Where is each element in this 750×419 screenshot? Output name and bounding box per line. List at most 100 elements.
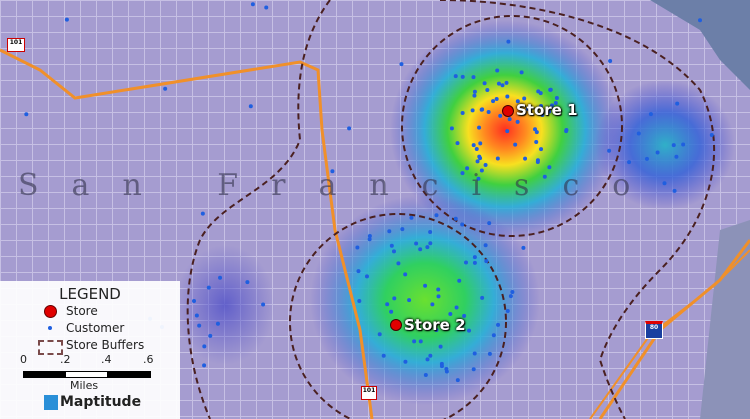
customer-point <box>672 188 677 193</box>
customer-point <box>245 280 250 285</box>
customer-point <box>487 221 492 226</box>
customer-point <box>471 367 476 372</box>
customer-point <box>521 245 526 250</box>
customer-point <box>472 351 477 356</box>
customer-point <box>472 93 477 98</box>
customer-point <box>367 233 372 238</box>
customer-point <box>508 294 513 299</box>
customer-point <box>428 353 433 358</box>
store1-buffer <box>401 15 623 237</box>
customer-point <box>535 158 540 163</box>
customer-point <box>418 247 423 252</box>
customer-point <box>498 113 503 118</box>
customer-point <box>472 260 477 265</box>
customer-point <box>483 163 488 168</box>
customer-point <box>472 255 477 260</box>
customer-point <box>474 147 479 152</box>
customer-point <box>697 18 702 23</box>
customer-point <box>455 378 460 383</box>
customer-point <box>194 313 199 318</box>
customer-point <box>539 147 544 152</box>
store2-marker[interactable] <box>390 319 402 331</box>
customer-point <box>399 62 404 67</box>
customer-point <box>389 309 394 314</box>
store1-label: Store 1 <box>516 101 578 119</box>
customer-point <box>439 364 444 369</box>
customer-point <box>389 243 394 248</box>
store2-buffer <box>289 213 507 419</box>
customer-point <box>392 296 397 301</box>
legend-store-buffers: Store Buffers <box>66 338 145 352</box>
customer-legend-icon <box>48 326 52 330</box>
customer-point <box>455 141 460 146</box>
customer-point <box>403 359 408 364</box>
store1-marker[interactable] <box>502 105 514 117</box>
customer-point <box>662 181 667 186</box>
customer-point <box>457 278 462 283</box>
customer-point <box>507 117 512 122</box>
customer-point <box>467 328 472 333</box>
store2-label: Store 2 <box>404 316 466 334</box>
customer-point <box>357 299 362 304</box>
customer-point <box>367 237 372 242</box>
customer-point <box>248 104 253 109</box>
customer-point <box>675 101 680 106</box>
customer-point <box>540 113 545 118</box>
route-shield-101: 101 <box>7 38 25 52</box>
customer-point <box>538 91 543 96</box>
bay-water <box>650 0 750 90</box>
customer-point <box>505 129 510 134</box>
customer-point <box>487 351 492 356</box>
customer-point <box>381 353 386 358</box>
customer-point <box>460 222 465 227</box>
customer-point <box>208 333 213 338</box>
route-shield-80: 80 <box>645 321 663 339</box>
customer-point <box>476 176 481 181</box>
customer-point <box>542 174 547 179</box>
customer-point <box>192 299 197 304</box>
customer-point <box>396 261 401 266</box>
buffer-legend-icon <box>38 340 63 355</box>
customer-point <box>525 107 530 112</box>
customer-point <box>391 249 396 254</box>
customer-point <box>515 119 520 124</box>
customer-point <box>425 357 430 362</box>
customer-point <box>356 269 361 274</box>
customer-point <box>471 75 476 80</box>
customer-point <box>478 156 483 161</box>
customer-point <box>449 126 454 131</box>
customer-point <box>250 2 255 7</box>
legend-title: LEGEND <box>59 285 121 303</box>
customer-point <box>510 290 515 295</box>
customer-point <box>385 302 390 307</box>
customer-point <box>485 87 490 92</box>
customer-point <box>202 344 207 349</box>
customer-point <box>486 110 491 115</box>
heatmap-store1 <box>390 20 620 240</box>
customer-point <box>403 272 408 277</box>
customer-point <box>215 321 220 326</box>
customer-point <box>430 302 435 307</box>
customer-point <box>515 99 520 104</box>
outer-buffer-boundary <box>186 0 716 419</box>
customer-point <box>496 81 501 86</box>
customer-point <box>553 101 558 106</box>
bay-water-east <box>700 220 750 419</box>
customer-point <box>64 17 69 22</box>
customer-point <box>387 229 392 234</box>
customer-point <box>438 344 443 349</box>
customer-point <box>400 227 405 232</box>
scale-tick-0: 0 <box>20 353 27 366</box>
customer-point <box>412 339 417 344</box>
customer-point <box>479 168 484 173</box>
customer-point <box>472 89 477 94</box>
legend-customer: Customer <box>66 321 125 335</box>
customer-point <box>504 80 509 85</box>
customer-point <box>436 287 441 292</box>
customer-point <box>709 132 714 137</box>
maptitude-logo: Maptitude <box>44 394 141 410</box>
customer-point <box>347 126 352 131</box>
customer-point <box>534 130 539 135</box>
customer-point <box>218 275 223 280</box>
route-shield-101-south: 101 <box>361 386 377 400</box>
